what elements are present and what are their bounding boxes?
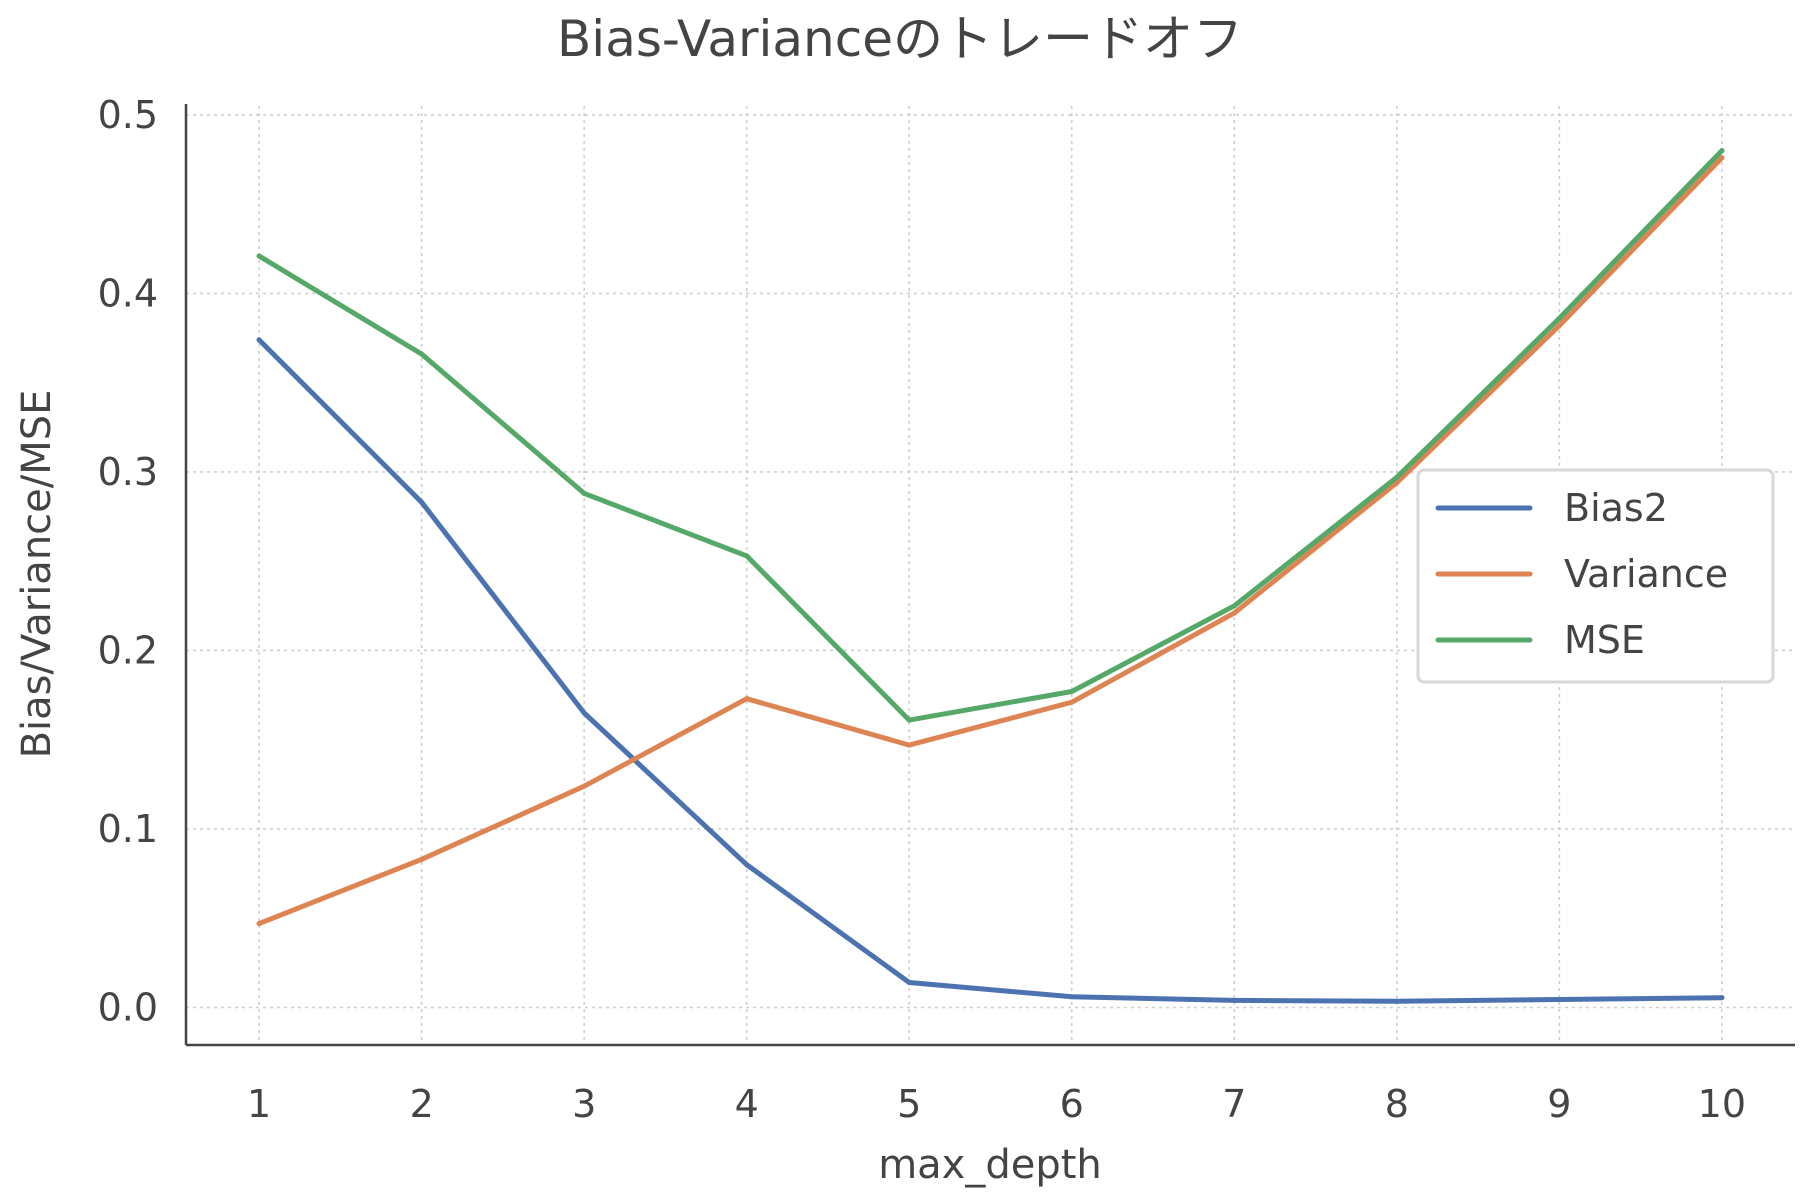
data-point-bias2 — [581, 710, 587, 716]
tick-labels: 1 2 3 4 5 6 7 8 9 10 0.0 0.1 0.2 0.3 0.4 0.5 — [98, 93, 1746, 1126]
data-point-bias2 — [1231, 997, 1237, 1003]
series-line-mse — [256, 148, 1725, 723]
data-point-variance — [581, 783, 587, 789]
x-tick-label: 6 — [1060, 1082, 1084, 1126]
y-axis-label: Bias/Variance/MSE — [14, 390, 60, 759]
data-point-mse — [1719, 148, 1725, 154]
data-point-variance — [906, 742, 912, 748]
y-tick-label: 0.3 — [98, 450, 158, 494]
y-tick-label: 0.5 — [98, 93, 158, 137]
data-point-variance — [1719, 155, 1725, 161]
data-point-bias2 — [906, 980, 912, 986]
data-point-variance — [1069, 699, 1075, 705]
data-point-variance — [1231, 610, 1237, 616]
legend-label: MSE — [1564, 618, 1645, 662]
data-point-mse — [419, 351, 425, 357]
x-tick-label: 1 — [247, 1082, 271, 1126]
x-tick-label: 3 — [572, 1082, 596, 1126]
data-point-mse — [906, 717, 912, 723]
data-point-mse — [256, 253, 262, 259]
data-point-mse — [1231, 603, 1237, 609]
legend-label: Bias2 — [1564, 486, 1668, 530]
data-point-variance — [1556, 323, 1562, 329]
data-point-bias2 — [1394, 998, 1400, 1004]
x-tick-label: 7 — [1222, 1082, 1246, 1126]
x-tick-label: 10 — [1698, 1082, 1746, 1126]
data-point-variance — [744, 696, 750, 702]
data-point-bias2 — [256, 337, 262, 343]
x-tick-label: 2 — [410, 1082, 434, 1126]
data-point-variance — [419, 856, 425, 862]
x-tick-label: 9 — [1547, 1082, 1571, 1126]
x-tick-label: 8 — [1385, 1082, 1409, 1126]
y-tick-label: 0.1 — [98, 807, 158, 851]
legend: Bias2 Variance MSE — [1416, 468, 1775, 684]
data-point-bias2 — [1719, 995, 1725, 1001]
series-line-variance — [256, 155, 1725, 927]
x-axis-label: max_depth — [878, 1142, 1102, 1188]
legend-label: Variance — [1564, 552, 1728, 596]
legend-frame — [1416, 468, 1775, 684]
axes — [184, 104, 1795, 1047]
data-point-bias2 — [744, 862, 750, 868]
y-tick-label: 0.2 — [98, 628, 158, 672]
chart-title: Bias-Varianceのトレードオフ — [557, 10, 1243, 68]
data-point-mse — [1069, 689, 1075, 695]
grid — [186, 106, 1795, 1045]
data-point-mse — [581, 490, 587, 496]
data-point-bias2 — [1069, 994, 1075, 1000]
data-point-bias2 — [1556, 996, 1562, 1002]
y-tick-label: 0.4 — [98, 271, 158, 315]
data-point-mse — [744, 553, 750, 559]
y-tick-label: 0.0 — [98, 986, 158, 1030]
series-line-bias2 — [256, 337, 1725, 1004]
x-tick-label: 4 — [735, 1082, 759, 1126]
data-point-variance — [256, 921, 262, 927]
x-tick-label: 5 — [897, 1082, 921, 1126]
data-point-mse — [1556, 315, 1562, 321]
data-point-mse — [1394, 474, 1400, 480]
data-point-bias2 — [419, 499, 425, 505]
series-lines — [256, 148, 1725, 1004]
